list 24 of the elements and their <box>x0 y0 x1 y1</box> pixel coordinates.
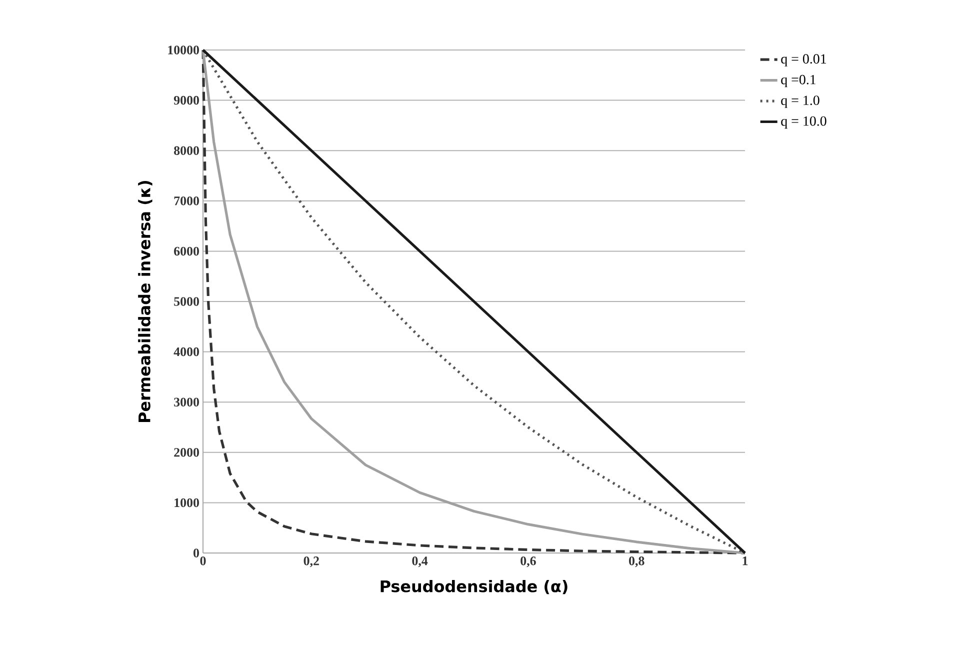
y-tick-label: 8000 <box>174 146 199 155</box>
y-tick-label: 0 <box>194 548 199 558</box>
x-tick-label: 0,6 <box>520 556 536 568</box>
y-tick-label: 6000 <box>174 246 199 256</box>
legend-label: q =0.1 <box>781 74 816 88</box>
legend-label: q = 1.0 <box>781 96 820 108</box>
legend-label: q = 0.01 <box>781 54 826 66</box>
y-axis-title: Permeabilidade inversa (κ) <box>138 180 152 422</box>
x-tick-label: 0,2 <box>304 556 319 568</box>
x-axis-title: Pseudodensidade (α) <box>380 580 568 594</box>
line-series <box>202 48 746 554</box>
y-tick-label: 5000 <box>174 297 199 306</box>
y-tick-label: 10000 <box>168 46 199 54</box>
y-tick-label: 2000 <box>174 448 199 457</box>
y-tick-label: 7000 <box>174 196 199 206</box>
x-tick-label: 0 <box>200 556 206 566</box>
x-tick-label: 0,8 <box>629 556 644 568</box>
legend-label: q = 10.0 <box>781 116 826 129</box>
y-tick-label: 9000 <box>174 96 199 105</box>
y-tick-label: 1000 <box>174 498 199 508</box>
y-tick-label: 3000 <box>174 398 199 406</box>
y-tick-label: 4000 <box>174 347 199 356</box>
x-tick-label: 0,4 <box>412 556 428 568</box>
x-tick-label: 1 <box>742 556 748 566</box>
